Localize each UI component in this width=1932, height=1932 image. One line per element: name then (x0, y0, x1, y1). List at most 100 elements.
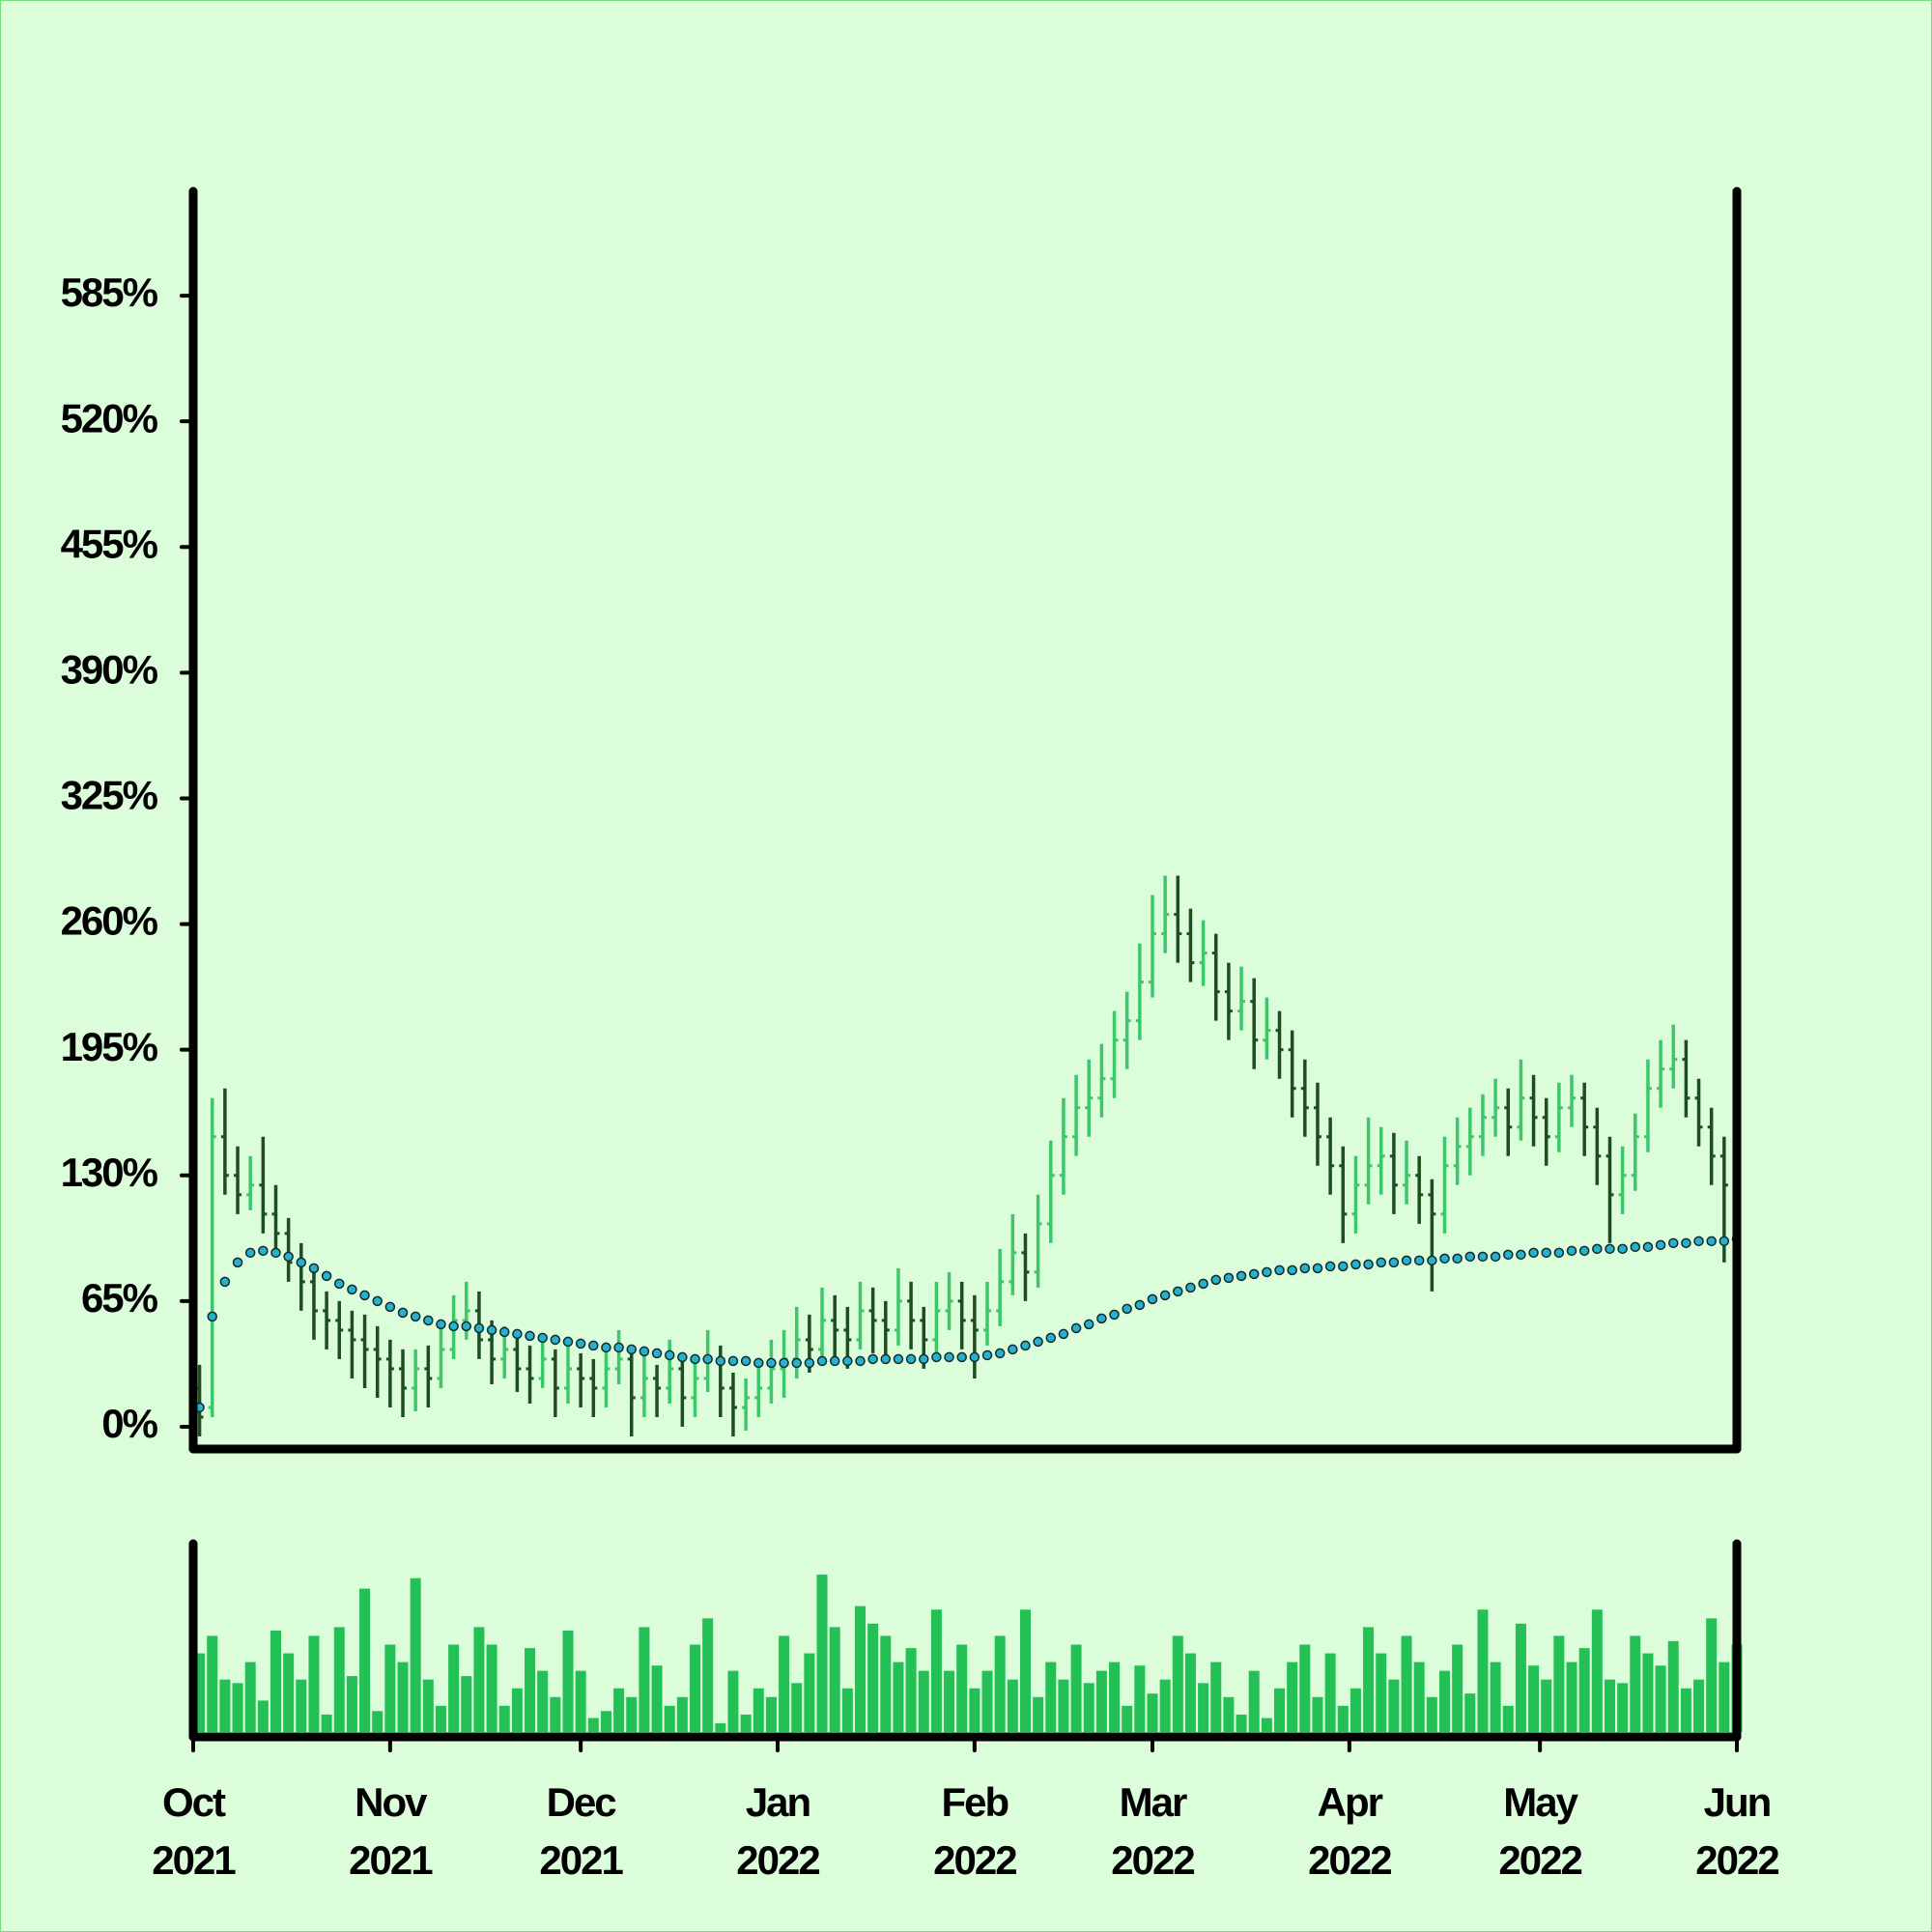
volume-bar (1261, 1718, 1272, 1732)
volume-bar (1299, 1644, 1311, 1732)
moving-average-dot (1413, 1255, 1425, 1266)
moving-average-dot (651, 1348, 663, 1359)
volume-bar (448, 1644, 460, 1732)
volume-bar (219, 1679, 231, 1732)
volume-bar (1490, 1662, 1501, 1732)
volume-bar (207, 1635, 218, 1732)
moving-average-dot (1388, 1257, 1400, 1268)
volume-bar (1095, 1670, 1107, 1732)
moving-average-dot (1464, 1251, 1476, 1263)
volume-bar (346, 1676, 357, 1732)
volume-bar (270, 1631, 281, 1732)
volume-bar (1502, 1705, 1514, 1732)
moving-average-dot (1490, 1251, 1501, 1263)
volume-bar (1667, 1640, 1679, 1732)
volume-bar (918, 1670, 929, 1732)
x-tick-label: Apr 2022 (1308, 1779, 1392, 1883)
moving-average-dot (969, 1351, 980, 1363)
axes: 0% 65% 130% 195% 260% 325% 390% 455% 520% 585% (61, 186, 1743, 1752)
moving-average-dot (1350, 1259, 1361, 1270)
moving-average-dot (829, 1355, 840, 1367)
volume-bar (1553, 1635, 1565, 1732)
volume-bar (1159, 1679, 1171, 1732)
volume-bar (600, 1711, 611, 1732)
volume-bar (1719, 1662, 1730, 1732)
volume-bar (626, 1696, 638, 1732)
moving-average-dot (1020, 1340, 1031, 1351)
moving-average-dot (919, 1353, 929, 1365)
moving-average-dot (1274, 1264, 1285, 1276)
volume-bar (613, 1688, 625, 1732)
moving-average-dot (766, 1357, 777, 1369)
moving-average-dot (753, 1357, 764, 1369)
volume-bar (651, 1665, 663, 1732)
moving-average-dot (258, 1245, 269, 1257)
volume-bar (740, 1714, 752, 1732)
moving-average-dot (244, 1247, 256, 1259)
moving-average-dot (1324, 1261, 1336, 1272)
volume-bar (1578, 1648, 1590, 1732)
moving-average-dot (347, 1284, 357, 1295)
volume-bar (257, 1700, 269, 1732)
volume-bar (1172, 1635, 1183, 1732)
volume-bar (321, 1714, 332, 1732)
moving-average-dot (1236, 1270, 1247, 1282)
volume-bar (1426, 1696, 1437, 1732)
volume-bar (956, 1644, 968, 1732)
moving-average-dot (1287, 1264, 1297, 1276)
volume-bar (1122, 1705, 1133, 1732)
volume-bar (1376, 1653, 1387, 1732)
volume-bar (473, 1627, 485, 1732)
volume-bar (664, 1705, 675, 1732)
volume-bar (244, 1662, 256, 1732)
volume-bar (765, 1696, 777, 1732)
moving-average-dot (601, 1342, 611, 1353)
moving-average-dot (1452, 1253, 1463, 1264)
moving-average-dot (1045, 1332, 1057, 1344)
moving-average-dot (1477, 1251, 1489, 1263)
volume-bar (435, 1705, 446, 1732)
moving-average-dot (372, 1295, 383, 1307)
volume-bar (791, 1683, 803, 1732)
volume-bar (1184, 1653, 1196, 1732)
moving-average-dot (1338, 1261, 1349, 1272)
volume-bar (384, 1644, 396, 1732)
volume-bar (1045, 1662, 1057, 1732)
moving-average-dot (512, 1328, 523, 1340)
y-tick-label: 390% (61, 646, 158, 692)
moving-average-dot (715, 1355, 726, 1367)
moving-average-dot (664, 1350, 675, 1361)
volume-bar (1477, 1609, 1489, 1732)
moving-average-dot (308, 1263, 320, 1274)
volume-bar (511, 1688, 523, 1732)
moving-average-dot (283, 1251, 294, 1263)
volume-bar (880, 1635, 892, 1732)
moving-average-dot (1147, 1293, 1158, 1305)
moving-average-dot (1578, 1245, 1590, 1257)
moving-average-dot (1185, 1282, 1196, 1293)
y-tick-label: 130% (61, 1150, 158, 1195)
moving-average-dot (1439, 1253, 1450, 1264)
volume-bar (981, 1670, 993, 1732)
volume-bar (1070, 1644, 1082, 1732)
moving-average-dot (779, 1357, 789, 1369)
moving-average-dot (804, 1357, 815, 1369)
y-tick-label: 0% (101, 1401, 157, 1446)
moving-average-dot (1541, 1247, 1551, 1259)
moving-average-dot (677, 1351, 688, 1363)
y-tick-label: 325% (61, 773, 158, 818)
y-tick-label: 585% (61, 270, 158, 315)
moving-average-dot (1681, 1237, 1691, 1249)
volume-bar (1134, 1665, 1146, 1732)
moving-average-dot (498, 1326, 510, 1338)
volume-bar (283, 1653, 295, 1732)
volume-bar (1388, 1679, 1400, 1732)
moving-average-dot (1642, 1241, 1654, 1253)
volume-bar (410, 1577, 421, 1732)
y-tick-label: 65% (81, 1275, 158, 1321)
moving-average-dot (1706, 1236, 1717, 1247)
volume-bar (676, 1696, 688, 1732)
volume-bar (930, 1609, 942, 1732)
moving-average-dot (905, 1353, 917, 1365)
x-tick-label: Mar 2022 (1111, 1779, 1195, 1883)
